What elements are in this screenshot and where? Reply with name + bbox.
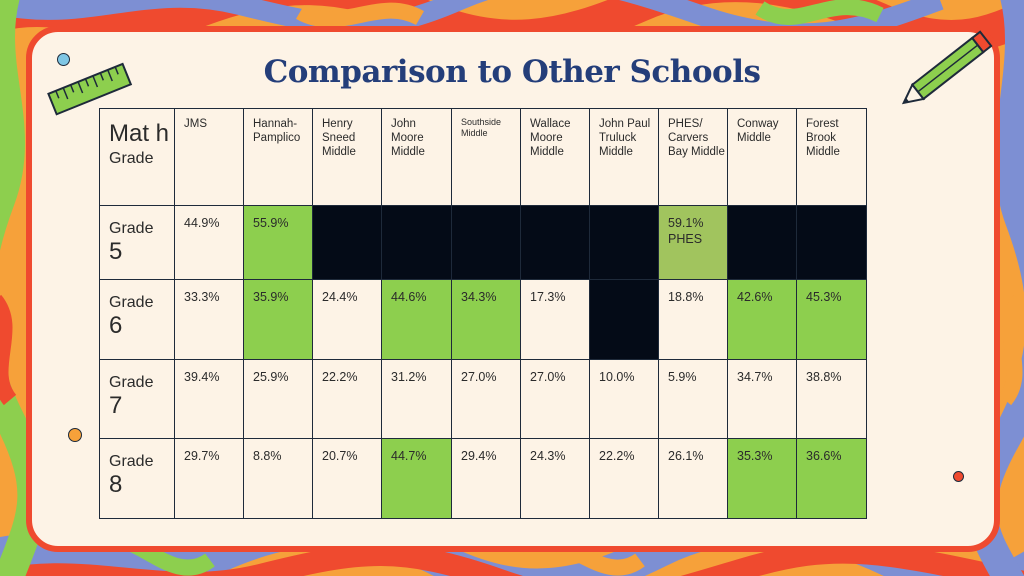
table-cell-conway bbox=[727, 205, 797, 280]
table-row-grade-7: Grade 7 39.4% 25.9% 22.2% 31.2% 27.0% 27.0% 10.0… bbox=[99, 359, 867, 439]
col-header-hannah-pamplico: Hannah-Pamplico bbox=[243, 108, 313, 206]
table-cell-conway: 34.7% bbox=[727, 359, 797, 439]
row-label: Grade 5 bbox=[99, 205, 175, 280]
col-header-jms: JMS bbox=[174, 108, 244, 206]
table-cell-forest: 38.8% bbox=[796, 359, 867, 439]
table-cell-henry bbox=[312, 205, 382, 280]
table-cell-truluck: 10.0% bbox=[589, 359, 659, 439]
row-label: Grade 7 bbox=[99, 359, 175, 439]
table-cell-hannah: 55.9% bbox=[243, 205, 313, 280]
row-grade-label: Grade bbox=[109, 374, 154, 391]
table-cell-forest: 36.6% bbox=[796, 438, 867, 519]
table-cell-wallace: 24.3% bbox=[520, 438, 590, 519]
table-cell-henry: 20.7% bbox=[312, 438, 382, 519]
row-grade-label: Grade bbox=[109, 453, 154, 470]
row-grade-label: Grade bbox=[109, 220, 154, 237]
table-row-grade-8: Grade 8 29.7% 8.8% 20.7% 44.7% 29.4% 24.3% 22.2%… bbox=[99, 438, 867, 519]
table-cell-southside bbox=[451, 205, 521, 280]
table-cell-phes: 59.1% PHES bbox=[658, 205, 728, 280]
table-cell-conway: 35.3% bbox=[727, 438, 797, 519]
table-cell-wallace: 17.3% bbox=[520, 279, 590, 360]
table-cell-wallace bbox=[520, 205, 590, 280]
table-cell-phes: 26.1% bbox=[658, 438, 728, 519]
row-grade-label: Grade bbox=[109, 294, 154, 311]
table-cell-forest bbox=[796, 205, 867, 280]
table-cell-truluck bbox=[589, 279, 659, 360]
table-cell-truluck bbox=[589, 205, 659, 280]
table-cell-hannah: 25.9% bbox=[243, 359, 313, 439]
corner-cell: Mat h Grade bbox=[99, 108, 175, 206]
comparison-table: Mat h Grade JMS Hannah-Pamplico Henry Sn… bbox=[99, 108, 867, 519]
col-header-wallace-moore: Wallace Moore Middle bbox=[520, 108, 590, 206]
row-label: Grade 8 bbox=[99, 438, 175, 519]
table-cell-hannah: 35.9% bbox=[243, 279, 313, 360]
table-cell-southside: 29.4% bbox=[451, 438, 521, 519]
table-cell-jms: 33.3% bbox=[174, 279, 244, 360]
table-cell-jms: 39.4% bbox=[174, 359, 244, 439]
dot-red bbox=[953, 471, 964, 482]
table-cell-conway: 42.6% bbox=[727, 279, 797, 360]
slide-title: Comparison to Other Schools bbox=[263, 54, 761, 90]
table-cell-jms: 29.7% bbox=[174, 438, 244, 519]
table-cell-jms: 44.9% bbox=[174, 205, 244, 280]
row-label: Grade 6 bbox=[99, 279, 175, 360]
table-cell-phes: 5.9% bbox=[658, 359, 728, 439]
table-cell-wallace: 27.0% bbox=[520, 359, 590, 439]
table-cell-johnmoore: 31.2% bbox=[381, 359, 452, 439]
table-cell-southside: 34.3% bbox=[451, 279, 521, 360]
table-cell-johnmoore: 44.7% bbox=[381, 438, 452, 519]
corner-grade-label: Grade bbox=[109, 150, 154, 167]
dot-blue bbox=[57, 53, 70, 66]
col-header-conway: Conway Middle bbox=[727, 108, 797, 206]
header-row: Mat h Grade JMS Hannah-Pamplico Henry Sn… bbox=[99, 108, 867, 206]
col-header-henry-sneed: Henry Sneed Middle bbox=[312, 108, 382, 206]
col-header-forest-brook: Forest Brook Middle bbox=[796, 108, 867, 206]
ruler-icon bbox=[47, 62, 133, 116]
row-grade-number: 6 bbox=[109, 312, 123, 339]
dot-orange bbox=[68, 428, 82, 442]
table-row-grade-6: Grade 6 33.3% 35.9% 24.4% 44.6% 34.3% 17.3% 18.8… bbox=[99, 279, 867, 360]
table-cell-phes: 18.8% bbox=[658, 279, 728, 360]
col-header-phes-carvers-bay: PHES/ Carvers Bay Middle bbox=[658, 108, 728, 206]
pencil-icon bbox=[901, 30, 993, 105]
row-grade-number: 8 bbox=[109, 471, 123, 498]
table-cell-henry: 22.2% bbox=[312, 359, 382, 439]
table-cell-southside: 27.0% bbox=[451, 359, 521, 439]
table-cell-hannah: 8.8% bbox=[243, 438, 313, 519]
col-header-john-paul-truluck: John Paul Truluck Middle bbox=[589, 108, 659, 206]
col-header-john-moore: John Moore Middle bbox=[381, 108, 452, 206]
table-cell-truluck: 22.2% bbox=[589, 438, 659, 519]
table-cell-johnmoore bbox=[381, 205, 452, 280]
row-grade-number: 7 bbox=[109, 392, 123, 419]
table-row-grade-5: Grade 5 44.9% 55.9% 59.1% PHES bbox=[99, 205, 867, 280]
row-grade-number: 5 bbox=[109, 238, 123, 265]
table-cell-henry: 24.4% bbox=[312, 279, 382, 360]
table-cell-johnmoore: 44.6% bbox=[381, 279, 452, 360]
table-cell-forest: 45.3% bbox=[796, 279, 867, 360]
col-header-southside: Southside Middle bbox=[451, 108, 521, 206]
corner-subject: Mat h bbox=[109, 120, 170, 147]
